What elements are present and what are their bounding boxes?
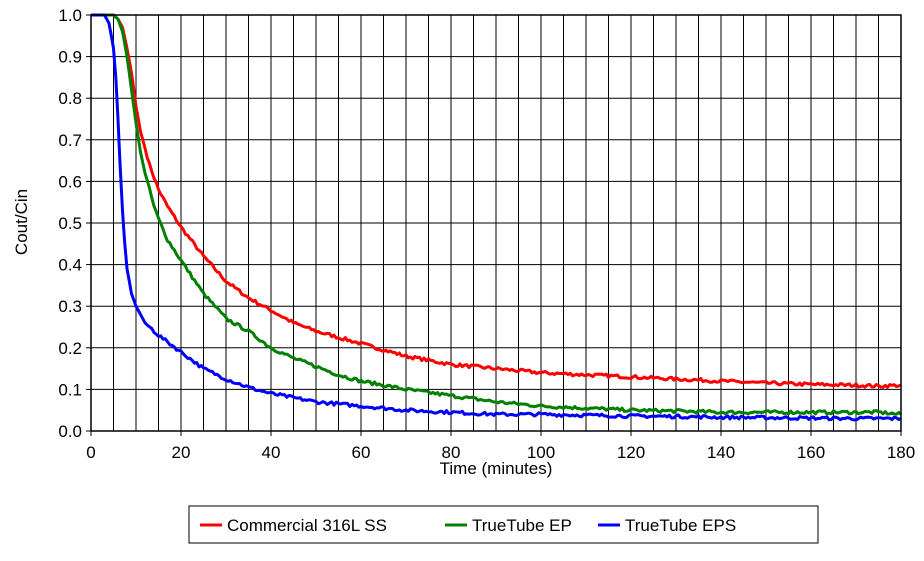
series-line-1 <box>91 13 902 389</box>
x-tick-label: 100 <box>527 443 555 462</box>
x-tick-label: 40 <box>262 443 281 462</box>
series-line-2 <box>91 13 902 416</box>
y-tick-label: 0.5 <box>58 214 82 233</box>
y-tick-label: 0.9 <box>58 48 82 67</box>
legend-label: TrueTube EPS <box>625 516 736 535</box>
x-tick-label: 160 <box>797 443 825 462</box>
grid-lines <box>91 15 901 431</box>
x-axis-label: Time (minutes) <box>440 459 553 478</box>
y-tick-label: 0.6 <box>58 172 82 191</box>
y-tick-label: 0.1 <box>58 380 82 399</box>
series-layer <box>91 13 902 422</box>
x-tick-label: 20 <box>172 443 191 462</box>
y-tick-labels: 0.0 0.1 0.2 0.3 0.4 0.5 0.6 0.7 0.8 0.9 1.0 <box>58 6 91 441</box>
y-tick-label: 0.4 <box>58 256 82 275</box>
legend-label: Commercial 316L SS <box>227 516 387 535</box>
x-tick-label: 120 <box>617 443 645 462</box>
legend-box <box>188 505 819 544</box>
x-tick-label: 0 <box>86 443 95 462</box>
x-tick-label: 180 <box>887 443 915 462</box>
x-tick-label: 140 <box>707 443 735 462</box>
y-tick-label: 0.7 <box>58 131 82 150</box>
y-tick-label: 0.0 <box>58 422 82 441</box>
y-axis-label: Cout/Cin <box>12 189 31 255</box>
x-tick-label: 60 <box>352 443 371 462</box>
y-tick-label: 0.3 <box>58 297 82 316</box>
x-tick-labels: 0 20 40 60 80 100 120 140 160 180 <box>86 431 915 462</box>
y-tick-label: 1.0 <box>58 6 82 25</box>
legend: Commercial 316L SS TrueTube EP TrueTube EP… <box>188 505 819 544</box>
x-tick-label: 80 <box>442 443 461 462</box>
y-tick-label: 0.8 <box>58 89 82 108</box>
series-line-3 <box>91 13 902 422</box>
y-tick-label: 0.2 <box>58 339 82 358</box>
legend-label: TrueTube EP <box>472 516 572 535</box>
